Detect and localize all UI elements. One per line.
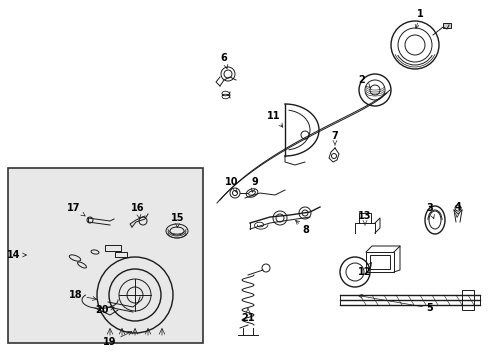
Bar (365, 252, 393, 272)
Text: 11: 11 (267, 111, 282, 127)
Text: 9: 9 (251, 177, 258, 192)
Text: 3: 3 (426, 203, 433, 219)
Bar (105, 245, 121, 251)
Text: 6: 6 (220, 53, 227, 69)
Text: 17: 17 (67, 203, 85, 216)
Text: 2: 2 (358, 75, 369, 87)
Text: 19: 19 (103, 332, 132, 347)
Bar (8, 168, 203, 343)
Text: 14: 14 (7, 250, 26, 260)
Text: 10: 10 (225, 177, 238, 192)
Text: 5: 5 (358, 294, 432, 313)
Text: 13: 13 (358, 211, 371, 225)
Bar (369, 255, 389, 269)
Text: 20: 20 (95, 305, 114, 315)
Text: 15: 15 (171, 213, 184, 228)
Text: 4: 4 (454, 202, 461, 217)
Text: 8: 8 (295, 220, 309, 235)
Bar (442, 23, 450, 28)
Text: 7: 7 (331, 131, 338, 145)
Text: 18: 18 (69, 290, 96, 300)
Text: 1: 1 (414, 9, 423, 28)
Bar (461, 290, 473, 310)
Text: 12: 12 (358, 263, 371, 277)
Bar (115, 252, 127, 257)
Text: 16: 16 (131, 203, 144, 219)
Text: 21: 21 (241, 309, 254, 323)
